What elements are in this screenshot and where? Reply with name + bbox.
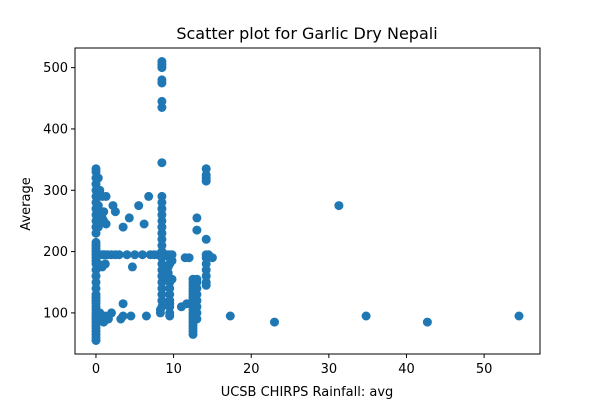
data-point	[91, 277, 101, 287]
data-point	[157, 204, 167, 214]
data-point	[192, 225, 202, 235]
data-point	[141, 311, 151, 321]
data-point	[118, 222, 128, 232]
data-point	[114, 250, 124, 260]
data-point	[207, 253, 217, 263]
data-point	[107, 308, 116, 318]
data-point	[201, 164, 211, 174]
data-point	[167, 274, 177, 284]
x-tick-label: 40	[398, 362, 415, 377]
data-point	[192, 213, 202, 223]
data-point	[334, 201, 344, 211]
y-tick-label: 500	[43, 61, 68, 76]
data-point	[157, 96, 167, 106]
data-point	[157, 191, 167, 201]
data-point	[134, 201, 144, 211]
data-point	[225, 311, 235, 321]
axes-layer: 0 10 20 30 40 50 100 200 300 400 500	[43, 47, 541, 377]
data-point	[201, 259, 211, 269]
data-point	[93, 222, 103, 232]
data-point	[157, 158, 167, 168]
data-point	[167, 250, 177, 260]
data-point	[139, 219, 149, 229]
data-point	[138, 250, 147, 260]
data-point	[157, 222, 167, 232]
data-point	[101, 191, 111, 201]
data-point	[270, 317, 279, 327]
y-axis-label: Average	[19, 177, 34, 230]
data-point	[127, 262, 137, 272]
x-tick-label: 30	[321, 362, 338, 377]
x-tick-label: 20	[243, 362, 260, 377]
data-point	[192, 274, 202, 284]
data-point	[184, 253, 194, 263]
data-point	[93, 173, 103, 183]
data-point	[361, 311, 371, 321]
data-point	[93, 201, 103, 211]
chart-title: Scatter plot for Garlic Dry Nepali	[176, 24, 437, 43]
data-point	[99, 207, 109, 217]
x-tick-label: 50	[476, 362, 493, 377]
data-point	[157, 57, 167, 66]
y-tick-label: 200	[43, 245, 68, 260]
data-point	[144, 191, 154, 201]
plot-frame	[74, 47, 541, 355]
data-point	[192, 302, 202, 312]
y-tick-label: 400	[43, 122, 68, 137]
points-layer	[91, 57, 524, 345]
data-point	[201, 234, 211, 244]
data-point	[157, 75, 167, 85]
data-point	[130, 250, 140, 260]
data-point	[91, 237, 101, 247]
data-point	[110, 207, 120, 217]
data-point	[124, 213, 134, 223]
data-point	[422, 317, 432, 327]
data-point	[122, 250, 132, 260]
data-point	[126, 311, 136, 321]
data-point	[118, 299, 128, 309]
data-point	[100, 259, 110, 269]
data-point	[157, 277, 167, 287]
x-axis-label: UCSB CHIRPS Rainfall: avg	[221, 385, 394, 400]
data-point	[157, 302, 167, 312]
data-point	[514, 311, 524, 321]
data-point	[91, 164, 101, 174]
y-tick-label: 300	[43, 184, 68, 199]
data-point	[201, 277, 211, 287]
y-tick-label: 100	[43, 306, 68, 321]
data-point	[118, 311, 128, 321]
x-tick-label: 0	[92, 362, 100, 377]
x-tick-label: 10	[165, 362, 182, 377]
data-point	[101, 219, 111, 229]
data-point	[157, 241, 167, 250]
